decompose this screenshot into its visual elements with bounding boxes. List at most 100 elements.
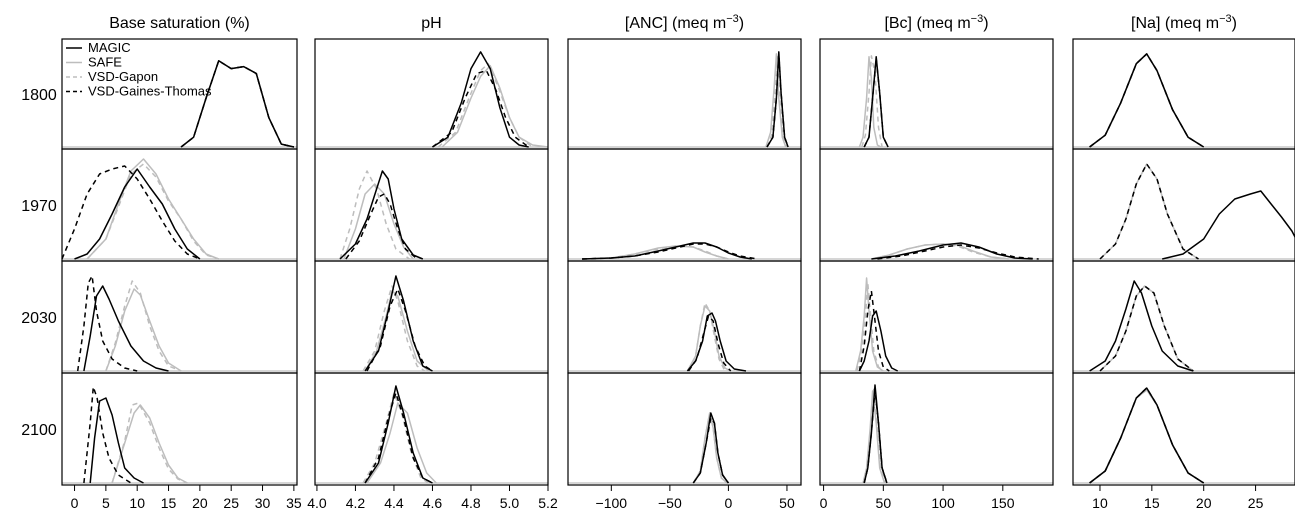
curve-bc-2030-vsd-gaines-thomas [858, 290, 890, 372]
row-label-1800: 1800 [21, 87, 57, 104]
legend-label-magic: MAGIC [88, 40, 131, 55]
curve-anc-1970-vsd-gaines-thomas [582, 243, 758, 260]
curve-bs-1970-vsd-gapon [86, 163, 219, 260]
row-label-2100: 2100 [21, 422, 57, 439]
tick-label-bs-0: 0 [71, 495, 79, 511]
row-label-2030: 2030 [21, 310, 57, 327]
curve-ph-1970-vsd-gapon [339, 170, 410, 260]
curve-anc-1970-magic [582, 242, 752, 260]
column-title-ph: pH [421, 15, 441, 32]
curve-anc-1800-vsd-gaines-thomas [766, 53, 789, 148]
panel-frame-ph-2030 [314, 260, 549, 374]
tick-label-na-1: 15 [1144, 495, 1160, 511]
curve-bc-1970-vsd-gaines-thomas [877, 244, 1039, 260]
tick-label-anc-0: −100 [596, 495, 628, 511]
curve-na-2100-vsd-gaines-thomas [1089, 387, 1205, 484]
curve-bs-2030-safe [105, 288, 182, 372]
curve-bc-1800-vsd-gapon [861, 55, 883, 148]
panel-frame-na-2030 [1072, 260, 1295, 374]
curve-bc-2100-vsd-gaines-thomas [863, 389, 888, 484]
tick-label-bs-4: 20 [192, 495, 208, 511]
curve-ph-2030-vsd-gapon [362, 285, 426, 372]
curve-ph-1800-safe [441, 64, 549, 148]
curve-bs-2100-safe [111, 404, 188, 484]
row-label-1970: 1970 [21, 198, 57, 215]
curve-ph-1970-safe [343, 183, 414, 260]
curve-bc-1800-safe [858, 56, 882, 148]
curve-bc-2100-vsd-gapon [863, 387, 887, 484]
panel-frame-anc-2030 [567, 260, 802, 374]
curve-na-1970-vsd-gaines-thomas [1099, 163, 1199, 260]
curve-bc-2030-magic [858, 310, 899, 372]
panel-frame-bs-1970 [61, 148, 298, 262]
panel-frame-na-1970 [1072, 148, 1295, 262]
curve-ph-1970-magic [339, 170, 424, 260]
curve-ph-2100-vsd-gaines-thomas [364, 392, 433, 484]
panel-frame-bc-2030 [819, 260, 1054, 374]
tick-label-ph-6: 5.2 [538, 495, 558, 511]
curve-bs-1970-safe [86, 158, 219, 260]
curve-bc-1970-magic [871, 242, 1033, 260]
curve-bs-2100-vsd-gaines-thomas [83, 386, 132, 484]
tick-label-anc-2: 0 [725, 495, 733, 511]
curve-na-1970-magic [1162, 190, 1295, 260]
tick-label-bc-1: 50 [876, 495, 892, 511]
curve-anc-1800-vsd-gapon [766, 56, 788, 148]
tick-label-bs-3: 15 [161, 495, 177, 511]
curve-bc-2030-vsd-gapon [856, 282, 884, 372]
tick-label-bc-3: 150 [991, 495, 1015, 511]
curve-ph-1970-vsd-gaines-thomas [345, 193, 418, 260]
column-title-na: [Na] (meq m−3) [1131, 13, 1237, 32]
curve-na-2030-vsd-gaines-thomas [1099, 285, 1194, 372]
tick-label-na-0: 10 [1092, 495, 1108, 511]
tick-label-bc-0: 0 [820, 495, 828, 511]
panel-frame-bc-2100 [819, 372, 1054, 486]
curve-bs-1970-magic [74, 168, 201, 260]
tick-label-bs-6: 30 [255, 495, 271, 511]
curve-bs-2100-magic [89, 397, 144, 484]
legend-label-vsd-gapon: VSD-Gapon [88, 69, 158, 84]
curve-bs-1970-vsd-gaines-thomas [61, 165, 201, 260]
curve-anc-2030-vsd-gaines-thomas [687, 315, 732, 372]
curve-ph-2030-safe [364, 290, 430, 372]
curve-ph-2100-vsd-gapon [362, 392, 430, 484]
panel-frame-ph-2100 [314, 372, 549, 486]
curve-anc-1800-safe [765, 53, 787, 148]
curve-bc-2100-safe [862, 390, 886, 484]
curve-bs-1800-vsd-gaines-thomas [180, 60, 295, 148]
panel-frame-anc-1800 [567, 38, 802, 150]
tick-label-ph-4: 4.8 [461, 495, 481, 511]
curve-bc-2030-safe [855, 277, 884, 372]
tick-label-bs-5: 25 [223, 495, 239, 511]
tick-label-bc-2: 100 [931, 495, 955, 511]
tick-label-ph-0: 4.0 [307, 495, 327, 511]
tick-label-bs-1: 5 [102, 495, 110, 511]
tick-label-na-3: 25 [1248, 495, 1264, 511]
tick-label-anc-1: −50 [658, 495, 682, 511]
panel-frame-anc-2100 [567, 372, 802, 486]
tick-label-ph-2: 4.4 [384, 495, 404, 511]
legend-label-vsd-gaines-thomas: VSD-Gaines-Thomas [88, 84, 212, 99]
curve-bs-2030-vsd-gapon [105, 280, 182, 372]
curve-bc-1970-vsd-gapon [871, 243, 1009, 260]
curve-anc-2030-safe [686, 305, 732, 372]
curve-bs-2030-magic [83, 285, 169, 372]
panel-frame-bs-2100 [61, 372, 298, 486]
curve-bc-1800-vsd-gaines-thomas [863, 58, 889, 148]
tick-label-bs-7: 35 [286, 495, 302, 511]
column-title-anc: [ANC] (meq m−3) [625, 13, 744, 32]
curve-na-2030-magic [1089, 280, 1194, 372]
tick-label-na-2: 20 [1196, 495, 1212, 511]
column-title-bc: [Bc] (meq m−3) [884, 13, 988, 32]
tick-label-ph-1: 4.2 [346, 495, 366, 511]
curve-ph-1800-magic [432, 51, 529, 148]
curve-anc-2030-vsd-gapon [687, 302, 726, 372]
tick-label-ph-5: 5.0 [500, 495, 520, 511]
curve-anc-2100-magic [692, 412, 730, 484]
curve-ph-1800-vsd-gapon [437, 62, 534, 148]
tick-label-ph-3: 4.6 [423, 495, 443, 511]
panel-frame-na-2100 [1072, 372, 1295, 486]
tick-label-anc-3: 50 [779, 495, 795, 511]
curve-ph-1800-vsd-gaines-thomas [432, 69, 530, 148]
